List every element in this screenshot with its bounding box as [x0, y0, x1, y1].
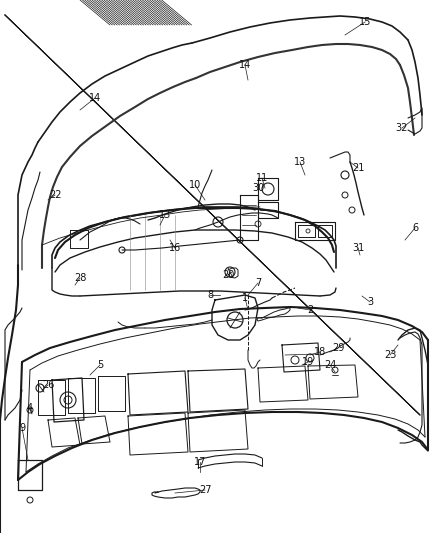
Text: 26: 26 — [42, 380, 54, 390]
Text: 10: 10 — [189, 180, 201, 190]
Text: 24: 24 — [324, 360, 336, 370]
Text: 28: 28 — [74, 273, 86, 283]
Text: 1: 1 — [242, 293, 248, 303]
Text: 9: 9 — [19, 423, 25, 433]
Text: 8: 8 — [207, 290, 213, 300]
Text: 3: 3 — [367, 297, 373, 307]
Text: 16: 16 — [169, 243, 181, 253]
Text: 21: 21 — [352, 163, 364, 173]
Text: 13: 13 — [294, 157, 306, 167]
Text: 15: 15 — [359, 17, 371, 27]
Text: 7: 7 — [255, 278, 261, 288]
Text: 30: 30 — [252, 183, 264, 193]
Text: 11: 11 — [256, 173, 268, 183]
Text: 5: 5 — [97, 360, 103, 370]
Text: 4: 4 — [27, 403, 33, 413]
Text: 14: 14 — [89, 93, 101, 103]
Text: 18: 18 — [314, 347, 326, 357]
Text: 14: 14 — [239, 60, 251, 70]
Text: 2: 2 — [307, 305, 313, 315]
Text: 32: 32 — [396, 123, 408, 133]
Text: 27: 27 — [199, 485, 211, 495]
Text: 13: 13 — [159, 210, 171, 220]
Text: 19: 19 — [302, 357, 314, 367]
Text: 23: 23 — [384, 350, 396, 360]
Text: 22: 22 — [49, 190, 61, 200]
Text: 6: 6 — [412, 223, 418, 233]
Text: 17: 17 — [194, 457, 206, 467]
Text: 29: 29 — [332, 343, 344, 353]
Text: 20: 20 — [222, 270, 234, 280]
Text: 31: 31 — [352, 243, 364, 253]
